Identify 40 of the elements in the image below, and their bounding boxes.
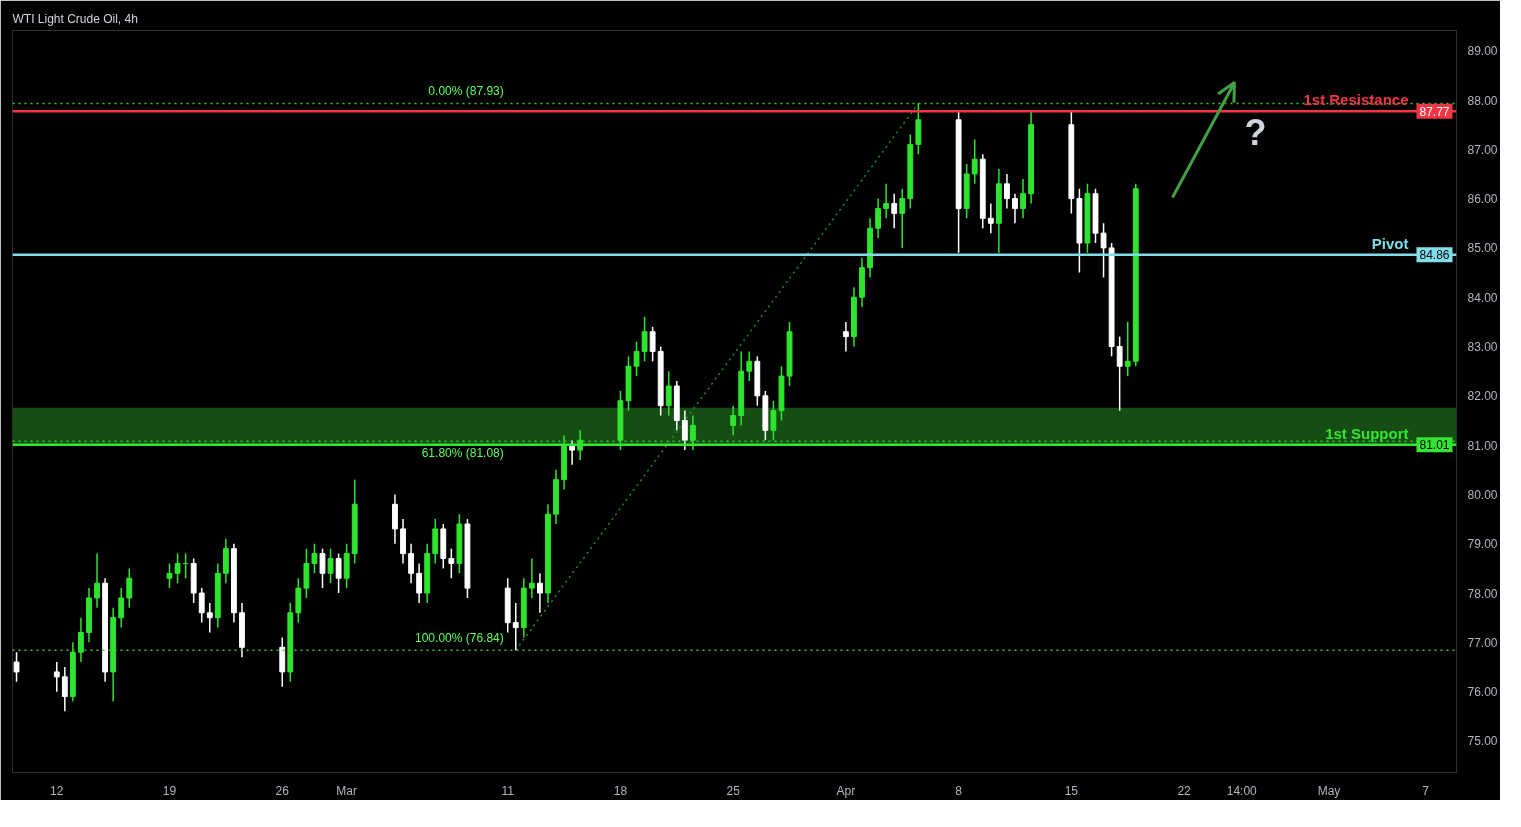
ref-line-label: 100.00% (76.84)	[415, 631, 504, 646]
annotation: 81.01	[1419, 438, 1450, 453]
x-tick-label: 7	[1422, 783, 1430, 798]
annotation: 87.77	[1419, 104, 1450, 119]
y-tick-label: 80.00	[1467, 487, 1498, 502]
y-tick-label: 76.00	[1467, 685, 1498, 700]
x-tick-label: 19	[162, 783, 177, 798]
x-tick-label: 25	[726, 783, 741, 798]
y-tick-label: 77.00	[1467, 635, 1498, 650]
ref-line-label: 0.00% (87.93)	[428, 84, 504, 99]
x-tick-label: May	[1317, 783, 1341, 798]
x-tick-label: 8	[955, 783, 963, 798]
y-tick-label: 86.00	[1467, 192, 1498, 207]
ref-line-label: 61.80% (81.08)	[421, 446, 504, 461]
x-tick-label: 18	[613, 783, 628, 798]
y-tick-label: 89.00	[1467, 44, 1498, 59]
annotation: ?	[1244, 111, 1267, 153]
y-tick-label: 81.00	[1467, 438, 1498, 453]
x-tick-label: 12	[50, 783, 64, 798]
ref-line-label: 1st Support	[1325, 424, 1409, 442]
x-tick-label: Apr	[836, 783, 856, 798]
x-tick-label: Mar	[336, 783, 357, 798]
y-tick-label: 79.00	[1467, 537, 1498, 552]
x-tick-label: 15	[1064, 783, 1079, 798]
y-tick-label: 75.00	[1467, 734, 1498, 749]
x-tick-label: 26	[275, 783, 290, 798]
y-tick-label: 84.00	[1467, 290, 1498, 305]
ref-line-label: Pivot	[1371, 234, 1409, 252]
x-tick-label: 22	[1177, 783, 1192, 798]
ref-line-label: 1st Resistance	[1303, 91, 1409, 109]
y-tick-label: 78.00	[1467, 586, 1498, 601]
y-tick-label: 85.00	[1467, 241, 1498, 256]
y-tick-label: 88.00	[1467, 93, 1498, 108]
y-tick-label: 82.00	[1467, 389, 1498, 404]
y-tick-label: 87.00	[1467, 142, 1498, 157]
x-tick-label: 14:00	[1226, 783, 1258, 798]
y-tick-label: 83.00	[1467, 340, 1498, 355]
chart-title: WTI Light Crude Oil, 4h	[12, 11, 138, 26]
annotation: 84.86	[1419, 248, 1450, 263]
x-tick-label: 11	[501, 783, 515, 798]
